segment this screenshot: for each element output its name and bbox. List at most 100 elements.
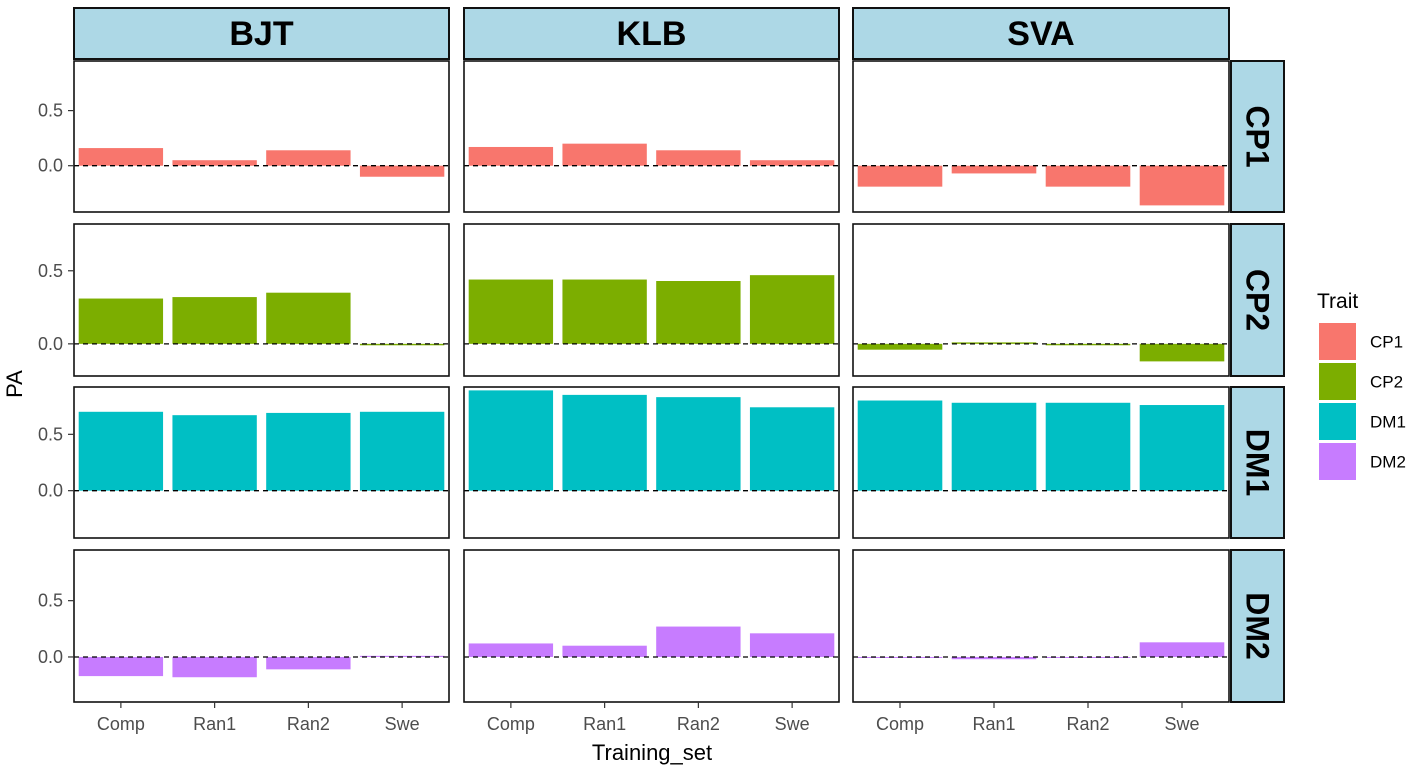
bar-sva-cp1-ran1 [951,165,1037,174]
strip-klb [463,7,840,60]
bar-bjt-cp2-ran2 [266,292,351,344]
y-tick-label: 0.5 [38,424,63,444]
strip-label-sva: SVA [1007,15,1074,53]
bar-klb-cp1-ran1 [562,143,647,166]
bar-klb-cp1-ran2 [656,150,741,166]
x-tick-label: Ran1 [972,714,1015,734]
panel-bjt-cp1 [73,60,450,213]
panel-background [74,61,449,212]
panel-sva-dm2 [852,549,1230,703]
bar-sva-cp2-ran2 [1045,343,1131,346]
bar-klb-dm1-comp [468,390,554,491]
bar-klb-dm1-ran1 [562,394,647,491]
y-tick-label: 0.5 [38,591,63,611]
bar-klb-cp1-swe [749,160,835,166]
bar-bjt-dm2-comp [78,656,164,677]
panel-background [464,61,839,212]
row-strip-label-cp2: CP2 [1240,269,1276,331]
bar-klb-dm2-swe [749,633,835,657]
x-axis-title: Training_set [592,740,712,765]
y-tick-label: 0.0 [38,481,63,501]
x-tick-label: Ran2 [1066,714,1109,734]
x-tick-label: Comp [487,714,535,734]
bar-sva-cp2-ran1 [951,342,1037,344]
bar-bjt-cp2-comp [78,298,164,344]
panel-border [852,386,1230,539]
x-tick-label: Swe [775,714,810,734]
y-tick-label: 0.5 [38,261,63,281]
bar-sva-cp1-ran2 [1045,165,1131,187]
strip-label-bjt: BJT [229,15,293,53]
panel-border [73,386,450,539]
facet-panels [73,60,1230,703]
legend-label-dm2: DM2 [1370,453,1406,472]
x-tick-label: Swe [1164,714,1199,734]
bar-bjt-dm1-swe [359,411,445,491]
bar-bjt-dm2-ran2 [266,656,351,670]
panel-border [852,60,1230,213]
x-tick-label: Ran1 [193,714,236,734]
panel-klb-cp2 [463,223,840,377]
strip-sva [852,7,1230,60]
x-axis: Comp Ran1 Ran2 Swe Comp Ran1 Ran2 Swe Comp Ran1 Ra… [97,702,1200,734]
panel-background [853,550,1229,702]
bar-sva-cp2-swe [1139,343,1225,362]
strip-bjt [73,7,450,60]
legend-key-cp2 [1319,363,1356,400]
y-axes: 0.0 0.5 0.0 0.5 0.0 0.5 0.0 0.5 [38,101,74,667]
strip-label-klb: KLB [617,15,687,53]
bar-bjt-cp1-ran1 [172,160,257,166]
row-strip-label-dm1: DM1 [1240,429,1276,497]
bar-bjt-dm1-ran2 [266,412,351,491]
row-strip-label-cp1: CP1 [1240,105,1276,167]
bar-sva-cp1-comp [857,165,943,187]
panel-border [463,223,840,377]
bar-sva-dm1-ran2 [1045,402,1131,491]
legend-key-dm2 [1319,443,1356,480]
bar-bjt-cp2-swe [359,343,445,346]
bar-sva-cp2-comp [857,343,943,350]
y-tick-label: 0.5 [38,101,63,121]
y-tick-label: 0.0 [38,156,63,176]
bar-bjt-dm1-ran1 [172,415,257,491]
legend-title: Trait [1317,290,1358,313]
panel-klb-cp1 [463,60,840,213]
bar-sva-dm2-ran1 [951,656,1037,660]
panel-bjt-dm2 [73,549,450,703]
bar-sva-dm1-ran1 [951,402,1037,491]
bar-klb-cp1-comp [468,146,554,166]
x-tick-label: Ran2 [677,714,720,734]
panel-border [463,386,840,539]
row-strip-dm1 [1230,386,1285,539]
bar-klb-cp2-ran2 [656,281,741,344]
bar-klb-dm1-ran2 [656,397,741,491]
row-strips: CP1 CP2 DM1 DM2 [1230,60,1285,703]
bar-klb-cp2-swe [749,275,835,344]
x-tick-label: Swe [385,714,420,734]
y-tick-label: 0.0 [38,647,63,667]
bar-klb-dm2-comp [468,643,554,657]
bar-sva-dm1-comp [857,400,943,491]
legend-label-cp1: CP1 [1370,333,1403,352]
legend: Trait CP1 CP2 DM1 DM2 [1317,290,1406,480]
panel-sva-cp2 [852,223,1230,377]
bar-klb-cp2-ran1 [562,279,647,344]
y-tick-label: 0.0 [38,334,63,354]
row-strip-dm2 [1230,549,1285,703]
bar-bjt-cp1-ran2 [266,150,351,166]
panel-border [463,549,840,703]
x-tick-label: Comp [97,714,145,734]
panel-sva-dm1 [852,386,1230,539]
bar-klb-cp2-comp [468,279,554,344]
bar-bjt-cp1-comp [78,148,164,166]
row-strip-label-dm2: DM2 [1240,592,1276,660]
legend-key-cp1 [1319,323,1356,360]
bar-bjt-dm1-comp [78,411,164,491]
panel-border [73,549,450,703]
panel-bjt-cp2 [73,223,450,377]
legend-label-dm1: DM1 [1370,413,1406,432]
panel-background [464,550,839,702]
y-axis-title: PA [2,370,27,398]
x-tick-label: Ran1 [583,714,626,734]
